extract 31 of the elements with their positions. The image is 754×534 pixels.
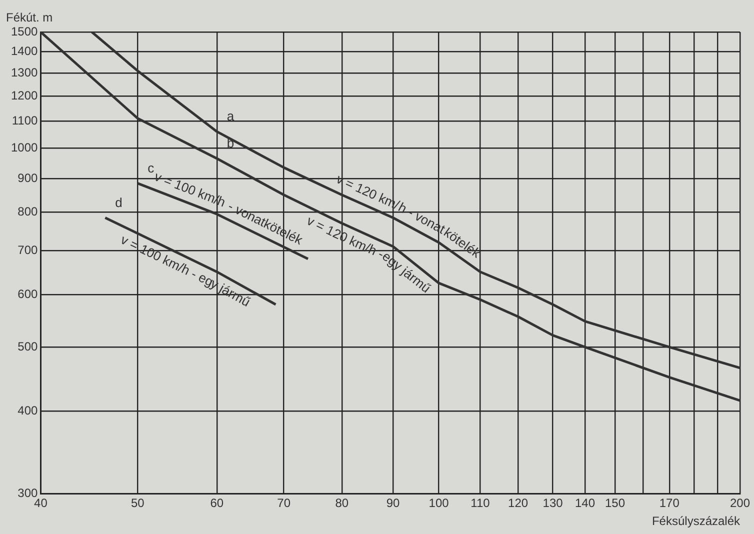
x-tick-label: 50 xyxy=(130,496,145,510)
y-tick-label: 600 xyxy=(18,287,38,302)
y-tick-label: 500 xyxy=(18,339,38,354)
y-tick-label: 1300 xyxy=(10,65,38,80)
y-tick-label: 700 xyxy=(18,242,38,257)
x-axis-title: Féksúlyszázalék xyxy=(652,514,741,528)
x-tick-label: 110 xyxy=(470,496,490,510)
x-tick-label: 90 xyxy=(386,496,400,510)
y-tick-label: 1500 xyxy=(10,24,38,38)
x-tick-label: 200 xyxy=(730,496,750,510)
annotation: c xyxy=(148,160,155,176)
x-tick-label: 130 xyxy=(542,496,564,510)
x-tick-label: 120 xyxy=(508,496,528,510)
y-tick-label: 900 xyxy=(18,170,38,185)
y-tick-label: 1000 xyxy=(10,140,38,155)
annotation: a xyxy=(226,108,235,124)
x-tick-label: 100 xyxy=(428,496,450,510)
x-tick-label: 170 xyxy=(659,496,680,510)
y-axis-title: Fékút. m xyxy=(6,10,53,24)
annotation: d xyxy=(115,194,122,210)
x-tick-label: 60 xyxy=(210,496,224,510)
y-tick-label: 800 xyxy=(18,204,38,219)
x-tick-label: 80 xyxy=(335,496,349,510)
y-tick-label: 1200 xyxy=(10,88,38,102)
x-tick-label: 150 xyxy=(604,496,626,510)
y-tick-label: 1100 xyxy=(12,113,38,128)
x-tick-label: 140 xyxy=(575,496,596,510)
y-tick-label: 400 xyxy=(18,403,38,418)
x-tick-label: 70 xyxy=(277,496,291,510)
y-tick-label: 1400 xyxy=(10,44,38,58)
annotation: b xyxy=(226,136,234,151)
